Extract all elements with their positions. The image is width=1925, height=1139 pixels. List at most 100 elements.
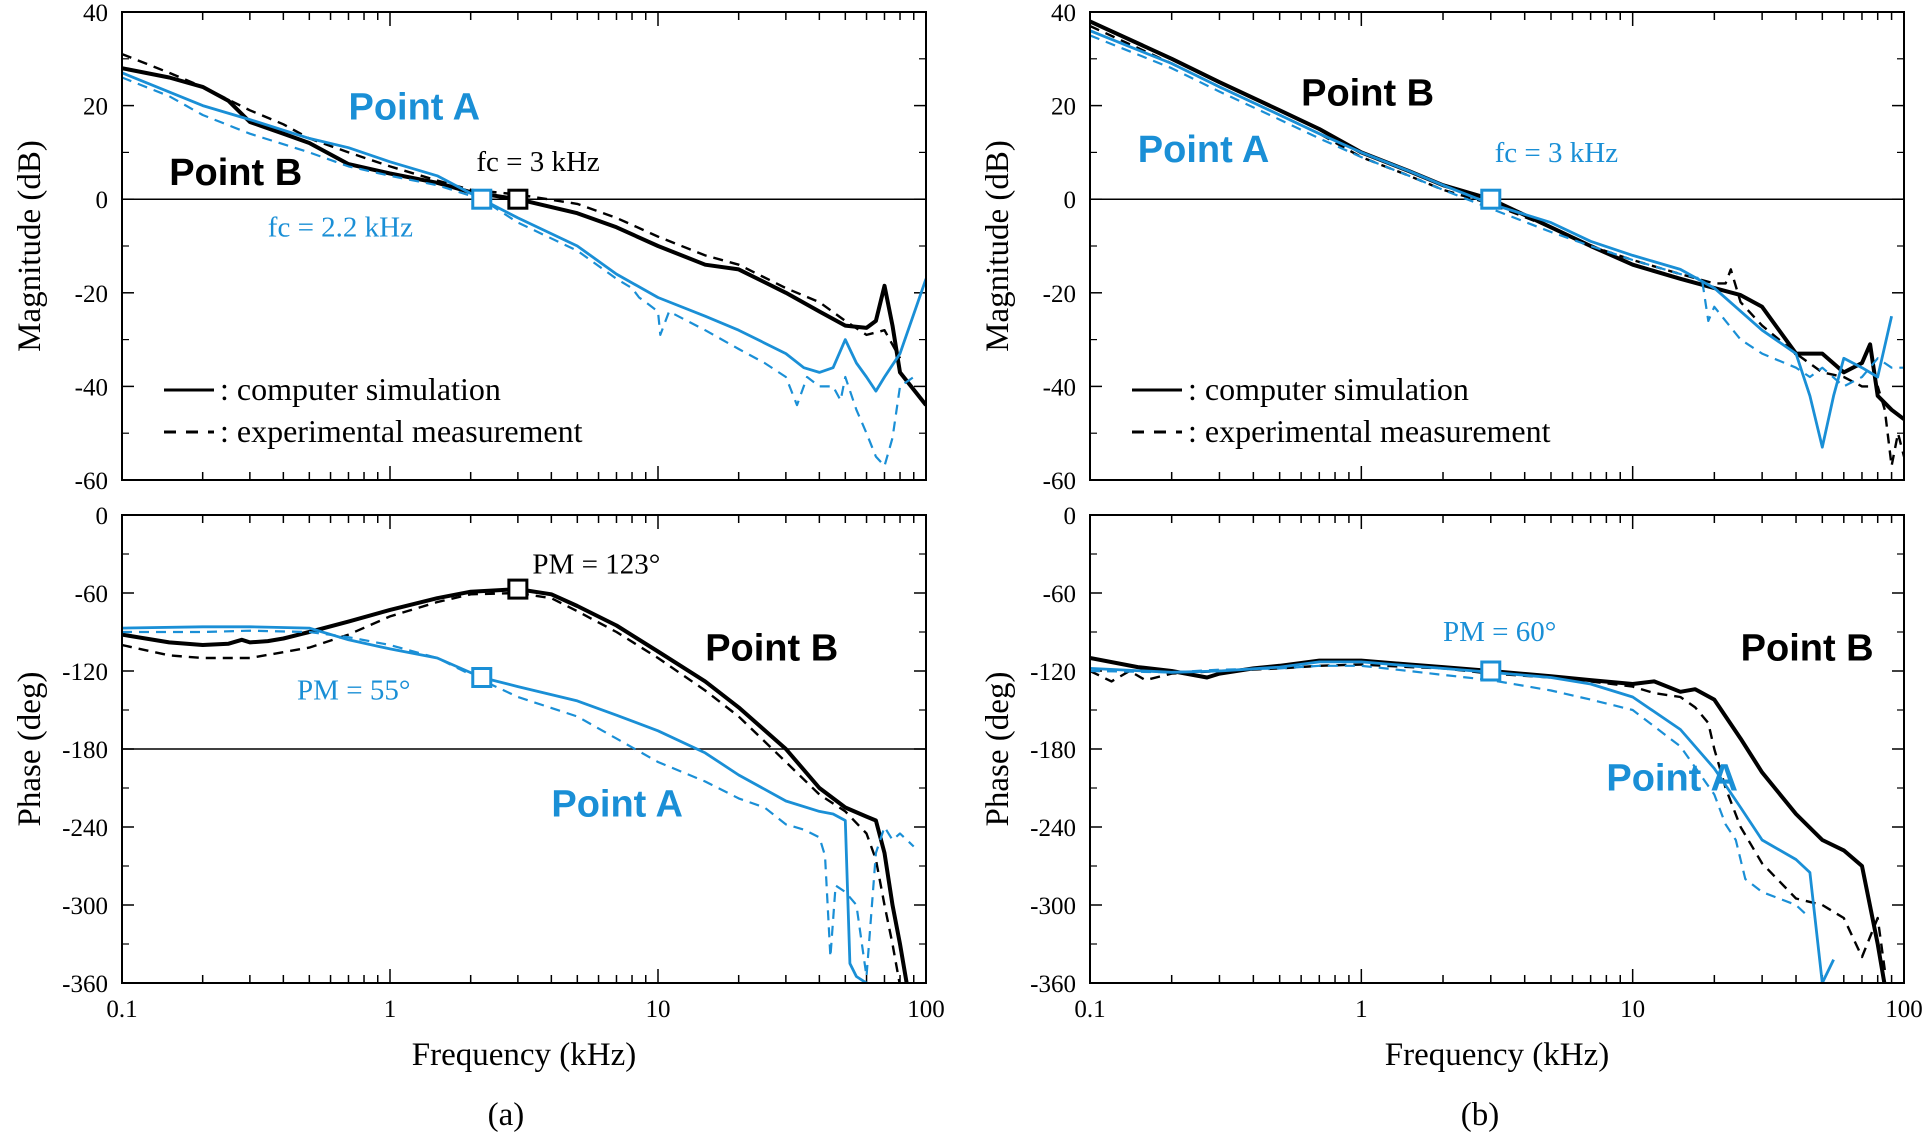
y-tick-label: -240 xyxy=(62,815,108,842)
panel-label-a: (a) xyxy=(488,1097,525,1133)
series-black-solid xyxy=(1090,19,1904,421)
x-tick-label: 100 xyxy=(907,996,945,1023)
annotation-point-label: Point B xyxy=(1301,73,1434,115)
x-tick-label: 0.1 xyxy=(1074,996,1105,1023)
annotation-point-label: Point B xyxy=(1741,628,1874,670)
y-tick-label: 20 xyxy=(83,94,108,121)
x-tick-label: 1 xyxy=(1355,996,1368,1023)
x-tick-label: 10 xyxy=(1620,996,1645,1023)
y-tick-label: -20 xyxy=(75,281,108,308)
y-tick-label: -60 xyxy=(75,581,108,608)
series-blue-solid xyxy=(122,71,926,393)
annotation-point-label: Point A xyxy=(1138,129,1270,171)
series-blue-solid xyxy=(1090,29,1893,449)
x-tick-label: 1 xyxy=(384,996,397,1023)
annotation-point-label: Point B xyxy=(169,152,302,194)
y-tick-label: -60 xyxy=(1043,468,1076,495)
legend-label: : experimental measurement xyxy=(220,413,583,449)
y-tick-label: -360 xyxy=(1030,971,1076,998)
plot-frame xyxy=(121,514,927,984)
series-blue-dashed xyxy=(1090,664,1811,919)
a-mag-x-ticks xyxy=(121,12,927,480)
y-tick-label: -40 xyxy=(1043,374,1076,401)
y-tick-label: -360 xyxy=(62,971,108,998)
panel-label-b: (b) xyxy=(1461,1097,1499,1133)
annotation-point-label: Point B xyxy=(705,628,838,670)
series-black-solid xyxy=(122,66,926,407)
crossover-marker xyxy=(471,188,493,210)
annotation-value-label: PM = 55° xyxy=(297,675,410,707)
x-tick-label: 100 xyxy=(1885,996,1923,1023)
y-tick-label: -180 xyxy=(62,737,108,764)
y-tick-label: -300 xyxy=(62,893,108,920)
annotation-value-label: fc = 3 kHz xyxy=(1495,137,1619,169)
crossover-marker xyxy=(471,667,493,688)
crossover-marker xyxy=(1480,660,1502,682)
y-tick-label: -60 xyxy=(75,468,108,495)
annotation-point-label: Point A xyxy=(348,87,480,129)
x-axis-title: Frequency (kHz) xyxy=(412,1037,637,1073)
a-mag-series xyxy=(122,52,926,468)
series-blue-dashed xyxy=(122,629,915,978)
y-tick-label: 0 xyxy=(1064,187,1077,214)
series-black-solid xyxy=(122,587,909,983)
y-tick-label: -20 xyxy=(1043,281,1076,308)
x-tick-label: 10 xyxy=(646,996,671,1023)
legend-label: : computer simulation xyxy=(1188,371,1469,407)
series-black-dashed xyxy=(122,591,901,983)
plot-frame xyxy=(121,11,927,481)
annotation-value-label: fc = 2.2 kHz xyxy=(268,212,413,244)
y-tick-label: -40 xyxy=(75,374,108,401)
legend: : computer simulation : experimental meas… xyxy=(1132,371,1551,449)
a-phase-series xyxy=(122,587,915,983)
annotation-point-label: Point A xyxy=(551,784,683,826)
legend-label: : computer simulation xyxy=(220,371,501,407)
series-blue-dashed xyxy=(122,76,915,468)
series-blue-dashed xyxy=(1090,34,1904,388)
y-tick-label: -180 xyxy=(1030,737,1076,764)
b-mag-series xyxy=(1090,19,1904,468)
crossover-marker xyxy=(1480,188,1502,210)
a-phase-y-ticks: 0 -60 -120 -180 -240 -300 -360 xyxy=(62,503,926,998)
x-axis-title: Frequency (kHz) xyxy=(1385,1037,1610,1073)
legend: : computer simulation : experimental meas… xyxy=(164,371,583,449)
y-tick-label: 0 xyxy=(96,503,109,530)
x-tick-label: 0.1 xyxy=(106,996,137,1023)
b-mag-y-ticks: 40 20 0 -20 -40 -60 xyxy=(1043,0,1904,495)
series-blue-solid xyxy=(1090,660,1835,983)
a-mag-chart: 40 20 0 -20 -40 -60 Point A Point B fc = 3 kHz fc… xyxy=(12,0,927,495)
legend-label: : experimental measurement xyxy=(1188,413,1551,449)
y-tick-label: 40 xyxy=(83,0,108,27)
b-phase-series xyxy=(1090,656,1887,983)
y-axis-title: Magnitude (dB) xyxy=(980,140,1016,352)
y-axis-title: Phase (deg) xyxy=(12,672,48,827)
y-tick-label: -60 xyxy=(1043,581,1076,608)
b-phase-y-ticks: 0 -60 -120 -180 -240 -300 -360 xyxy=(1030,503,1904,998)
annotation-value-label: PM = 60° xyxy=(1443,616,1556,648)
y-tick-label: 40 xyxy=(1051,0,1076,27)
a-mag-y-ticks: 40 20 0 -20 -40 -60 xyxy=(75,0,926,495)
y-tick-label: -300 xyxy=(1030,893,1076,920)
b-phase-x-ticks xyxy=(1089,515,1905,983)
series-black-dashed xyxy=(1090,663,1886,971)
series-black-solid xyxy=(1090,656,1887,983)
y-tick-label: 0 xyxy=(96,187,109,214)
annotation-value-label: PM = 123° xyxy=(532,549,660,581)
annotation-value-label: fc = 3 kHz xyxy=(476,146,600,178)
y-tick-label: 20 xyxy=(1051,94,1076,121)
b-mag-chart: 40 20 0 -20 -40 -60 Point B Point A fc = 3 kHz : … xyxy=(980,0,1905,495)
plot-frame xyxy=(1089,11,1905,481)
plot-frame xyxy=(1089,514,1905,984)
y-tick-label: -120 xyxy=(1030,659,1076,686)
crossover-marker xyxy=(507,188,529,210)
crossover-marker xyxy=(507,578,529,600)
series-blue-solid xyxy=(122,625,868,983)
series-black-dashed xyxy=(122,52,902,359)
y-tick-label: -120 xyxy=(62,659,108,686)
y-tick-label: -240 xyxy=(1030,815,1076,842)
annotation-point-label: Point A xyxy=(1606,758,1738,800)
y-axis-title: Phase (deg) xyxy=(980,672,1016,827)
